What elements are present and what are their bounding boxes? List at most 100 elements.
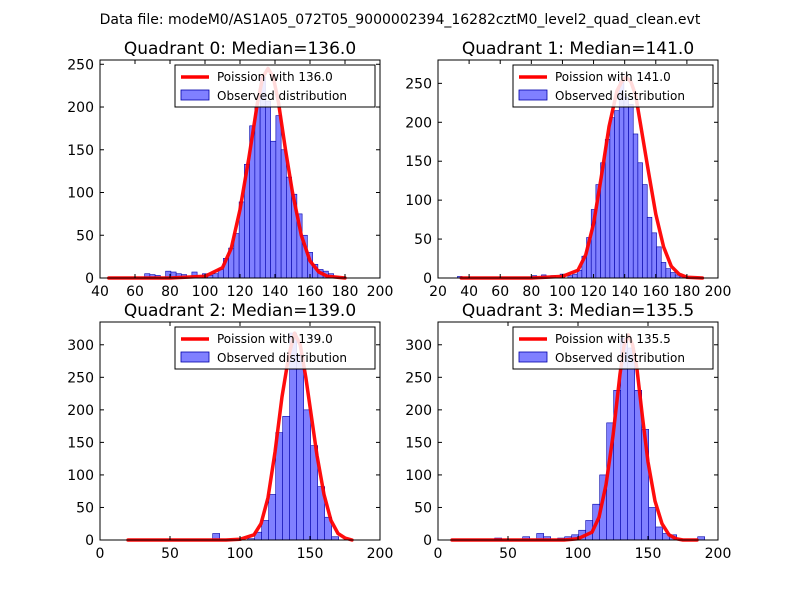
y-tick-label: 250	[67, 370, 94, 386]
y-tick-label: 150	[405, 154, 432, 170]
histogram-bar	[632, 133, 639, 279]
y-tick-label: 0	[423, 533, 432, 549]
x-tick-label: 200	[705, 284, 732, 300]
histogram-bar	[651, 232, 657, 279]
legend-hist-label: Observed distribution	[217, 89, 347, 103]
histogram-bar	[572, 273, 578, 279]
legend-curve-label: Poission with 141.0	[555, 70, 671, 84]
panel-quadrant-0: Quadrant 0: Median=136.0 40 60 80 100 120 140 1…	[67, 39, 393, 300]
y-tick-label: 50	[76, 228, 94, 244]
histogram-bar	[623, 97, 629, 279]
histogram-bar	[212, 273, 219, 279]
x-tick-label: 140	[262, 284, 289, 300]
y-tick-label: 200	[67, 403, 94, 419]
x-tick-label: 120	[227, 284, 254, 300]
histogram-bar	[282, 416, 291, 541]
y-tick-label: 100	[405, 468, 432, 484]
y-tick-label: 150	[67, 435, 94, 451]
panel-title: Quadrant 0: Median=136.0	[124, 39, 356, 59]
histogram-bar	[637, 162, 643, 279]
histogram-bar	[665, 268, 671, 279]
x-tick-label: 80	[522, 284, 540, 300]
y-tick-label: 0	[85, 271, 94, 287]
histogram-bar	[604, 139, 611, 279]
histogram-bar	[614, 110, 620, 279]
x-tick-label: 60	[126, 284, 144, 300]
x-tick-label: 100	[227, 546, 254, 562]
y-tick-label: 250	[405, 76, 432, 92]
legend-hist-swatch	[180, 351, 210, 363]
x-tick-label: 200	[705, 546, 732, 562]
histogram-bar	[270, 140, 277, 279]
histogram-bar	[670, 272, 676, 279]
histogram-bar	[296, 354, 305, 541]
y-tick-label: 200	[405, 403, 432, 419]
legend-hist-swatch	[518, 351, 548, 363]
x-tick-label: 80	[161, 284, 179, 300]
legend-hist-label: Observed distribution	[555, 351, 685, 365]
x-tick-label: 100	[565, 546, 592, 562]
x-tick-label: 140	[611, 284, 638, 300]
x-tick-label: 180	[332, 284, 359, 300]
x-tick-label: 160	[642, 284, 669, 300]
y-tick-label: 50	[76, 500, 94, 516]
y-tick-label: 100	[405, 193, 432, 209]
panel-quadrant-3: Quadrant 3: Median=135.5 0 50 100 150 200 0 50 1…	[405, 301, 731, 562]
legend-hist-label: Observed distribution	[555, 89, 685, 103]
x-tick-label: 60	[491, 284, 509, 300]
histogram-bar	[655, 526, 664, 541]
histogram-bar	[280, 149, 287, 279]
panel-title: Quadrant 2: Median=139.0	[124, 301, 356, 321]
histogram-bar	[648, 507, 657, 541]
histogram-bar	[609, 117, 615, 279]
x-tick-label: 180	[674, 284, 701, 300]
histogram-bar	[642, 184, 648, 279]
panel-quadrant-1: Quadrant 1: Median=141.020 40 60 80 100 120 14…	[405, 39, 731, 300]
y-tick-label: 0	[85, 533, 94, 549]
x-tick-label: 150	[297, 546, 324, 562]
x-tick-label: 120	[580, 284, 607, 300]
x-tick-label: 50	[499, 546, 517, 562]
histogram-bar	[303, 409, 312, 541]
x-tick-label: 200	[367, 546, 394, 562]
panel-title: Quadrant 3: Median=135.5	[462, 301, 694, 321]
histogram-bar	[627, 347, 636, 541]
y-tick-label: 300	[67, 338, 94, 354]
legend-hist-label: Observed distribution	[217, 351, 347, 365]
axes-frame	[437, 59, 719, 279]
histogram-bar	[254, 106, 261, 279]
legend-hist-swatch	[518, 89, 548, 101]
histogram-bar	[618, 80, 625, 279]
legend-hist-swatch	[180, 89, 210, 101]
histogram-bar	[275, 115, 282, 279]
x-tick-label: 50	[161, 546, 179, 562]
y-tick-label: 250	[67, 57, 94, 73]
histogram-bar	[628, 104, 634, 279]
legend-curve-label: Poission with 136.0	[217, 70, 333, 84]
y-tick-label: 200	[67, 100, 94, 116]
x-tick-label: 20	[429, 284, 447, 300]
histogram-bar	[656, 246, 662, 279]
panel-quadrant-2: Quadrant 2: Median=139.0 0 50 100 150 200 0 50 1…	[67, 301, 393, 562]
y-tick-label: 250	[405, 370, 432, 386]
histogram-bar	[265, 100, 271, 279]
y-tick-label: 100	[67, 186, 94, 202]
x-tick-label: 0	[96, 546, 105, 562]
x-tick-label: 0	[434, 546, 443, 562]
x-tick-label: 40	[460, 284, 478, 300]
y-tick-label: 100	[67, 468, 94, 484]
x-tick-label: 150	[635, 546, 662, 562]
x-tick-label: 40	[91, 284, 109, 300]
y-tick-label: 300	[405, 338, 432, 354]
y-tick-label: 50	[414, 232, 432, 248]
y-tick-label: 50	[414, 500, 432, 516]
histogram-bar	[660, 262, 667, 279]
x-tick-label: 160	[297, 284, 324, 300]
panel-title: Quadrant 1: Median=141.0	[462, 39, 694, 59]
figure-suptitle: Data file: modeM0/AS1A05_072T05_90000023…	[100, 12, 701, 28]
y-tick-label: 0	[423, 271, 432, 287]
legend-curve-label: Poission with 139.0	[217, 332, 333, 346]
x-tick-label: 100	[549, 284, 576, 300]
y-tick-label: 150	[67, 143, 94, 159]
